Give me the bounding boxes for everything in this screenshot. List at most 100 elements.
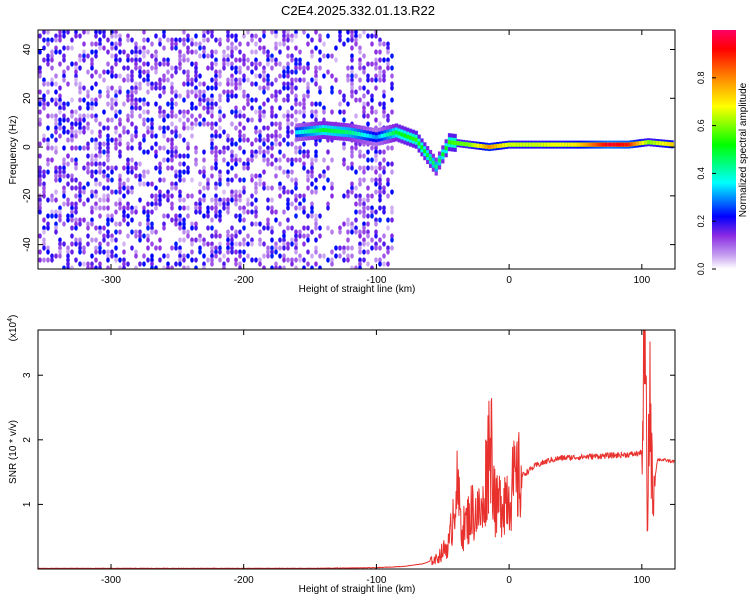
noise-cell — [298, 149, 302, 155]
noise-cell — [94, 41, 98, 47]
noise-cell — [262, 241, 266, 247]
noise-cell — [354, 41, 358, 47]
noise-cell — [294, 65, 298, 71]
signal-core — [522, 142, 526, 147]
noise-cell — [362, 109, 366, 115]
noise-cell — [186, 169, 190, 175]
noise-cell — [182, 169, 186, 175]
y-tick-label: -20 — [22, 188, 33, 203]
noise-cell — [70, 185, 74, 191]
noise-cell — [174, 41, 178, 47]
noise-cell — [378, 149, 382, 155]
noise-cell — [202, 53, 206, 59]
noise-cell — [130, 57, 134, 63]
noise-cell — [234, 161, 238, 167]
noise-cell — [314, 261, 318, 267]
noise-cell — [306, 149, 310, 155]
signal-core — [624, 142, 628, 147]
noise-cell — [210, 137, 214, 143]
noise-cell — [314, 45, 318, 51]
noise-cell — [330, 257, 334, 263]
noise-cell — [50, 53, 54, 59]
noise-cell — [102, 197, 106, 203]
noise-cell — [362, 65, 366, 71]
noise-cell — [318, 37, 322, 43]
noise-cell — [86, 261, 90, 267]
signal-core — [670, 142, 674, 147]
noise-cell — [374, 245, 378, 251]
noise-cell — [90, 73, 94, 79]
noise-cell — [270, 57, 274, 63]
noise-cell — [370, 77, 374, 83]
noise-cell — [178, 189, 182, 195]
noise-cell — [330, 261, 334, 267]
noise-cell — [238, 77, 242, 83]
noise-cell — [286, 37, 290, 43]
noise-cell — [350, 73, 354, 79]
noise-cell — [134, 53, 138, 59]
noise-cell — [378, 189, 382, 195]
noise-cell — [94, 141, 98, 147]
noise-cell — [366, 89, 370, 95]
noise-cell — [362, 257, 366, 263]
signal-core — [595, 142, 599, 147]
signal-core — [386, 132, 390, 137]
noise-cell — [182, 41, 186, 47]
noise-cell — [314, 225, 318, 231]
noise-cell — [70, 133, 74, 139]
noise-cell — [54, 145, 58, 151]
noise-cell — [250, 69, 254, 75]
snr-frame — [37, 329, 676, 570]
noise-cell — [318, 49, 322, 55]
noise-cell — [274, 265, 278, 269]
noise-cell — [390, 209, 394, 215]
noise-cell — [130, 93, 134, 99]
x-tick-label: -200 — [234, 575, 254, 586]
noise-cell — [90, 105, 94, 111]
noise-cell — [250, 237, 254, 243]
noise-cell — [174, 129, 178, 135]
noise-cell — [170, 41, 174, 47]
noise-cell — [298, 77, 302, 83]
noise-cell — [106, 49, 110, 55]
noise-cell — [230, 45, 234, 51]
noise-cell — [374, 77, 378, 83]
noise-cell — [214, 149, 218, 155]
noise-cell — [110, 237, 114, 243]
noise-cell — [350, 161, 354, 167]
noise-cell — [182, 257, 186, 263]
noise-cell — [122, 241, 126, 247]
noise-cell — [370, 33, 374, 39]
noise-cell — [62, 165, 66, 171]
noise-cell — [42, 229, 46, 235]
noise-cell — [346, 193, 350, 199]
noise-cell — [178, 169, 182, 175]
noise-cell — [186, 193, 190, 199]
noise-cell — [126, 233, 130, 239]
noise-cell — [310, 101, 314, 107]
noise-cell — [258, 237, 262, 243]
noise-cell — [318, 213, 322, 219]
noise-cell — [42, 81, 46, 87]
noise-cell — [98, 45, 102, 51]
noise-cell — [150, 261, 154, 267]
noise-cell — [90, 157, 94, 163]
noise-cell — [150, 41, 154, 47]
noise-cell — [286, 157, 290, 163]
noise-cell — [286, 201, 290, 207]
noise-cell — [266, 137, 270, 143]
noise-cell — [142, 261, 146, 267]
noise-cell — [122, 185, 126, 191]
noise-cell — [306, 33, 310, 39]
noise-cell — [270, 141, 274, 147]
noise-cell — [178, 257, 182, 263]
noise-cell — [122, 77, 126, 83]
noise-cell — [370, 105, 374, 111]
noise-cell — [194, 89, 198, 95]
noise-cell — [302, 257, 306, 263]
signal-core — [484, 144, 489, 149]
noise-cell — [314, 189, 318, 195]
noise-cell — [266, 161, 270, 167]
noise-cell — [286, 125, 290, 131]
noise-cell — [302, 197, 306, 203]
